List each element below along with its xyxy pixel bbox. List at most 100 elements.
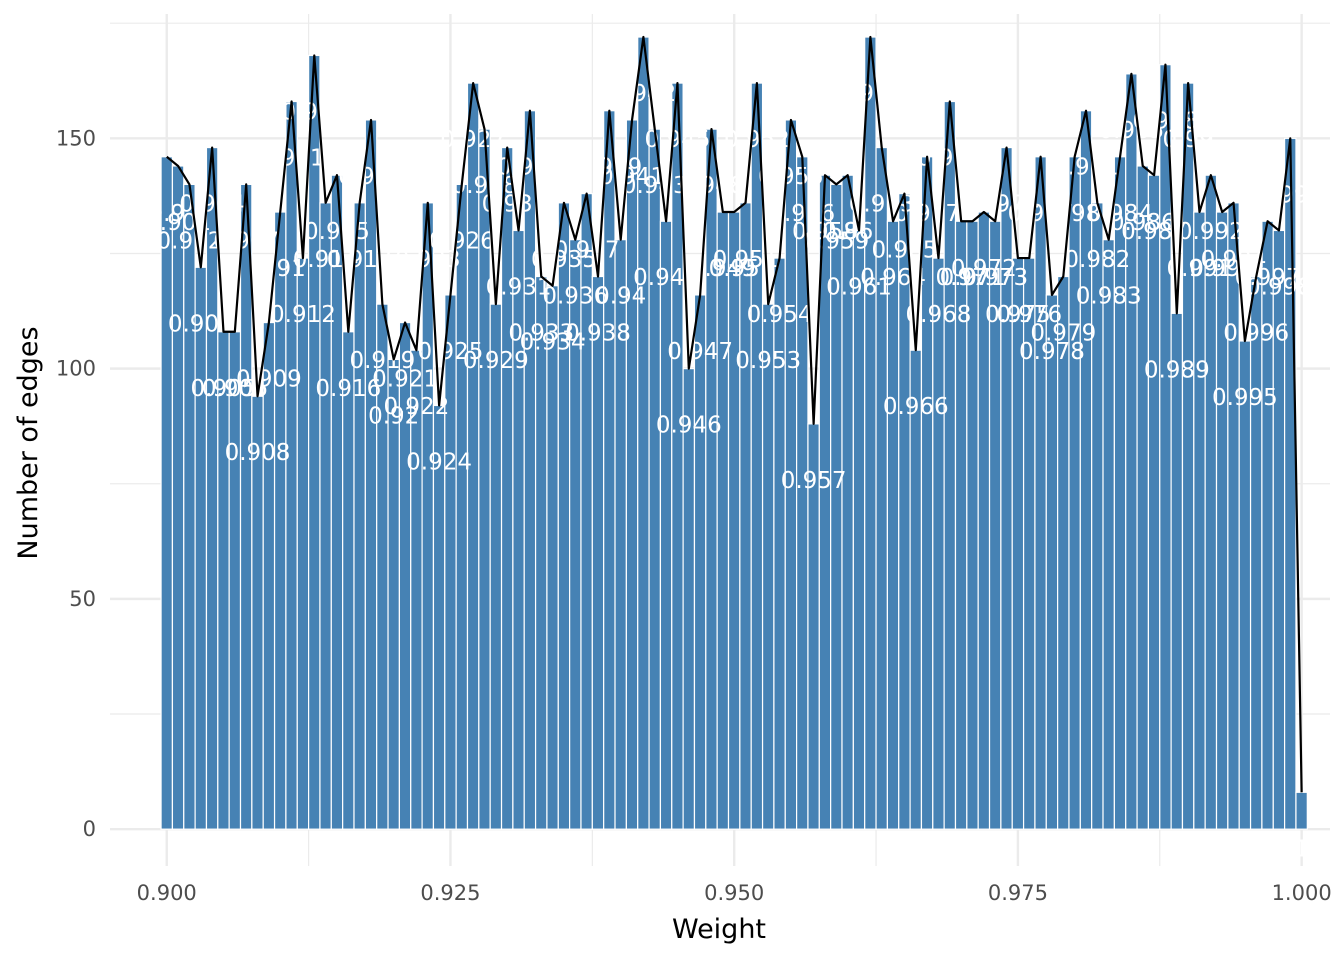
bar: [1284, 137, 1297, 830]
bar: [603, 110, 616, 830]
data-label: 0.943: [622, 173, 688, 199]
data-label: 0.902: [157, 228, 223, 254]
bar: [500, 146, 514, 830]
bar: [1159, 64, 1172, 830]
data-label: 0.971: [940, 265, 1006, 291]
bar: [1000, 146, 1013, 830]
bars: [160, 36, 1308, 830]
data-label: 0.97: [936, 265, 987, 291]
data-label: 0.908: [225, 440, 291, 466]
x-tick-label: 0.900: [137, 881, 197, 905]
y-axis-title: Number of edges: [13, 326, 44, 559]
data-label: 0.992: [1178, 219, 1244, 245]
data-label: 0.985: [1098, 118, 1164, 144]
bar: [659, 220, 673, 830]
bar: [1238, 340, 1252, 830]
x-tick-label: 0.950: [704, 881, 764, 905]
data-label: 0.964: [860, 265, 926, 291]
bar: [1147, 174, 1161, 830]
data-label: 0.946: [656, 413, 722, 439]
bar: [523, 110, 537, 830]
data-label: 0.944: [633, 265, 699, 291]
data-label: 0.915: [304, 219, 370, 245]
data-label: 0.953: [735, 348, 801, 374]
bar: [693, 294, 707, 830]
bar: [852, 229, 866, 830]
bar: [648, 128, 662, 830]
bar: [160, 156, 174, 830]
data-label: 0.929: [463, 348, 529, 374]
data-label: 0.976: [996, 302, 1062, 328]
bar: [1215, 211, 1229, 830]
data-label: 0.904: [179, 192, 245, 218]
bar: [296, 257, 310, 830]
bar: [761, 303, 775, 830]
data-label: 0.916: [315, 376, 381, 402]
bar: [319, 202, 332, 830]
x-tick-label: 0.925: [420, 881, 480, 905]
bar: [1136, 165, 1150, 830]
data-label: 0.925: [418, 339, 484, 365]
bar: [625, 119, 639, 830]
data-label: 0.989: [1144, 357, 1210, 383]
data-label: 0.987: [1121, 219, 1187, 245]
data-label: 0.998: [1246, 274, 1312, 300]
y-tick-label: 100: [56, 357, 96, 381]
data-label: 0.961: [826, 274, 892, 300]
bar: [909, 349, 923, 830]
data-label: 0.972: [951, 256, 1017, 282]
data-label: 0.912: [270, 302, 336, 328]
data-label: 0.968: [906, 302, 972, 328]
data-label: 0.996: [1223, 321, 1289, 347]
data-label: 0.957: [781, 468, 847, 494]
y-tick-label: 150: [56, 126, 96, 150]
data-label: 0.952: [724, 127, 790, 153]
data-label: 0.94: [595, 284, 646, 310]
bar: [841, 174, 854, 830]
data-label: 0.977: [1008, 201, 1074, 227]
y-tick-label: 0: [83, 817, 96, 841]
data-label: 0.926: [429, 228, 495, 254]
bar: [217, 331, 230, 830]
data-label: 0.921: [372, 367, 438, 393]
data-label: 0.975: [985, 302, 1051, 328]
data-label: 0.909: [236, 367, 302, 393]
data-label: 0.938: [565, 321, 631, 347]
data-label: 0.935: [531, 247, 597, 273]
bar: [455, 183, 469, 830]
series-line: [166, 35, 1303, 793]
bar: [171, 165, 185, 830]
data-label: 0.965: [871, 238, 937, 264]
bar: [886, 220, 900, 830]
data-label: 0.98: [1049, 201, 1100, 227]
data-label: 0.973: [962, 265, 1028, 291]
bar: [1125, 73, 1138, 830]
trend-line: [166, 35, 1303, 793]
data-label: 0.91: [255, 256, 306, 282]
data-label: 0.983: [1076, 284, 1142, 310]
data-label: 0.95: [709, 256, 760, 282]
bar: [330, 174, 344, 830]
data-label: 0.942: [610, 81, 676, 107]
bar: [864, 36, 877, 830]
y-tick-label: 50: [69, 587, 96, 611]
bar: [1295, 791, 1308, 830]
data-label: 0.966: [883, 394, 949, 420]
data-label: 0.934: [520, 330, 586, 356]
bar: [444, 294, 457, 830]
data-label: 0.917: [327, 247, 393, 273]
data-label: 0.995: [1212, 385, 1278, 411]
bar: [1034, 156, 1047, 830]
bar: [1227, 202, 1240, 830]
bar: [421, 202, 435, 830]
bar: [239, 183, 253, 830]
data-label: 0.9: [148, 201, 185, 227]
data-label: 0.962: [837, 81, 903, 107]
data-label: 0.981: [1053, 155, 1119, 181]
data-label: 1: [1294, 836, 1309, 862]
data-label: 0.954: [747, 302, 813, 328]
data-label: 0.919: [349, 348, 415, 374]
bar: [1261, 220, 1274, 830]
data-label: 0.918: [338, 164, 404, 190]
bar: [1102, 239, 1115, 830]
